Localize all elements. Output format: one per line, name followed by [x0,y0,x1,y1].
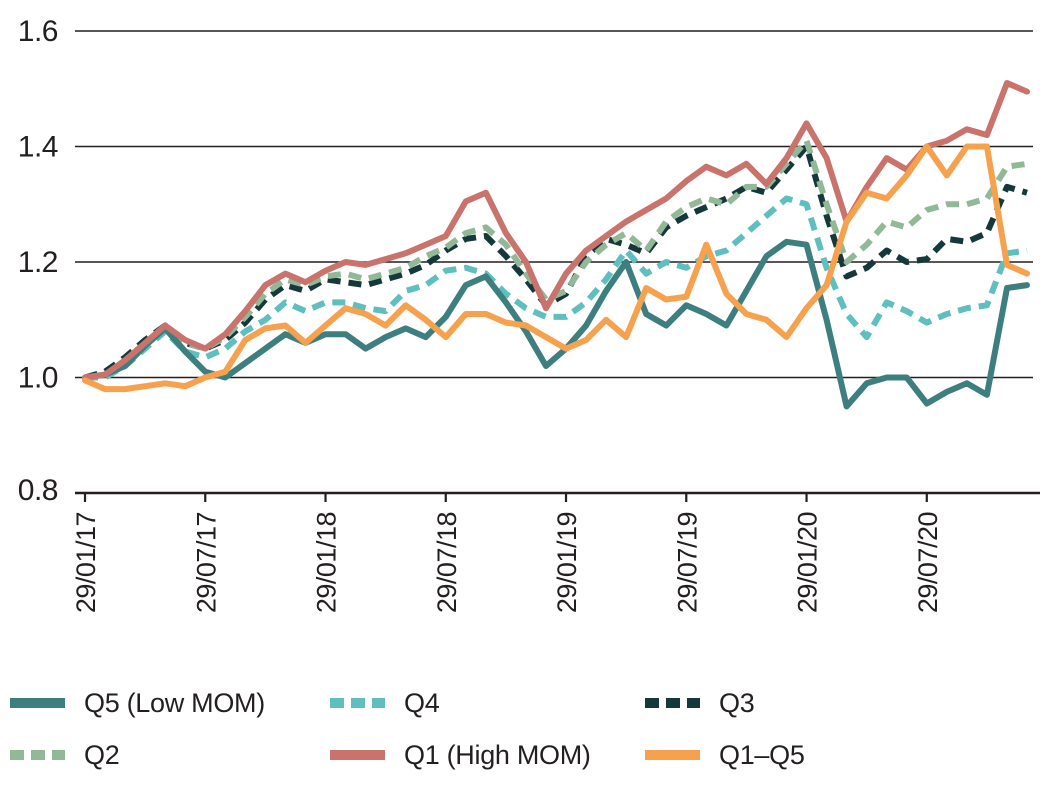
legend-item-q3: Q3 [645,686,1045,720]
y-axis-tick-label: 1.6 [18,15,58,48]
legend-swatch-q1q5-solid-line [645,750,700,760]
series-line-q1q5 [82,143,1030,393]
x-axis-tick-label: 29/01/17 [71,512,101,613]
legend-label-q2: Q2 [84,739,120,770]
y-axis-tick-label: 1.4 [18,131,58,164]
series-line-q3 [84,143,1028,381]
x-axis-tick-label: 29/07/20 [913,512,943,613]
legend-label-q1: Q1 (High MOM) [404,739,591,770]
x-axis-tick-label: 29/07/18 [432,512,462,613]
legend-label-q1q5: Q1–Q5 [719,739,805,770]
legend-item-q4: Q4 [330,686,645,720]
legend: Q5 (Low MOM) Q4 Q3 Q2 Q1 (High MOM) Q1–Q5 [10,686,1045,772]
y-axis-tick-label: 1.2 [18,246,58,279]
legend-label-q5: Q5 (Low MOM) [84,687,265,718]
chart-svg: 1.6 1.4 1.2 1.0 0.8 29/01/17 29/07/17 29/01/18 2… [18,15,1040,613]
x-axis-tick-label: 29/07/19 [672,512,702,613]
series-line-q5 [82,238,1030,410]
x-axis-tick-label: 29/01/18 [312,512,342,613]
legend-label-q4: Q4 [404,687,440,718]
legend-swatch-q1-solid-line [330,750,385,760]
legend-item-q2: Q2 [10,738,330,772]
x-axis-tick-label: 29/01/19 [552,512,582,613]
x-axis-tick-label: 29/07/17 [191,512,221,613]
legend-item-q1: Q1 (High MOM) [330,738,645,772]
series-line-q1 [82,80,1030,381]
y-axis-tick-label: 0.8 [18,474,58,507]
legend-item-q5: Q5 (Low MOM) [10,686,330,720]
legend-label-q3: Q3 [719,687,755,718]
legend-swatch-q4-dashed-line [330,698,385,708]
x-axis-tick-label: 29/01/20 [793,512,823,613]
series-line-q4 [85,195,1028,381]
legend-item-q1q5: Q1–Q5 [645,738,1045,772]
legend-swatch-q5-solid-line [10,698,65,708]
y-axis-tick-label: 1.0 [18,362,58,395]
legend-swatch-q3-dashed-line [645,698,700,708]
legend-swatch-q2-dashed-line [10,750,65,760]
